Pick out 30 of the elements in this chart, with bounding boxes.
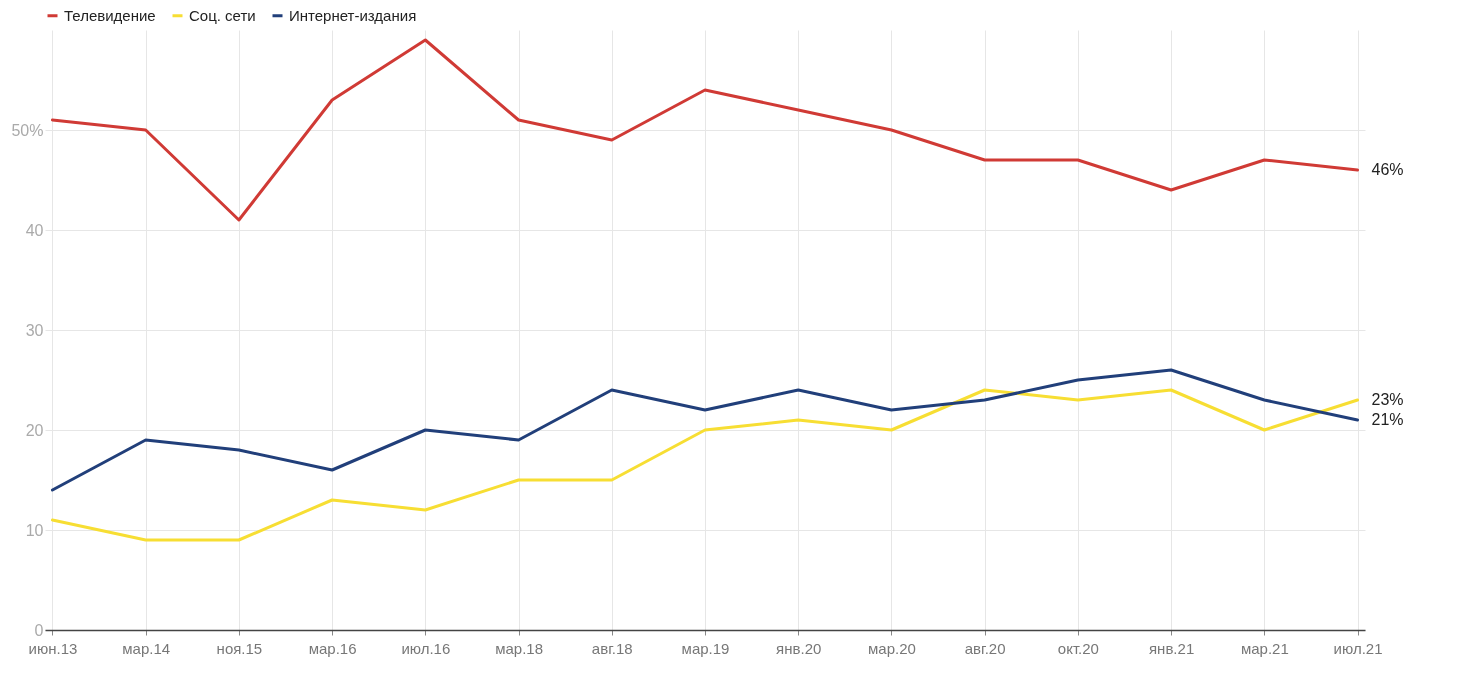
legend-label: Телевидение	[64, 6, 156, 24]
x-tick-label: янв.21	[1148, 639, 1195, 657]
y-tick-label: 40	[25, 221, 44, 239]
legend-label: Интернет-издания	[289, 6, 417, 24]
x-tick-label: мар.16	[308, 639, 357, 657]
data-label: 46%	[1371, 161, 1404, 178]
y-tick-label: 30	[25, 321, 44, 339]
line-series	[50, 38, 1360, 222]
x-tick-label: мар.19	[681, 639, 730, 657]
x-tick-label: окт.20	[1057, 639, 1099, 657]
legend-label: Соц. сети	[189, 6, 256, 24]
y-tick-label: 10	[25, 521, 44, 539]
y-tick-label: 0	[34, 621, 44, 639]
y-tick-label: 20	[25, 421, 44, 439]
y-tick-label: 50%	[11, 121, 44, 139]
x-tick-label: ноя.15	[216, 639, 263, 657]
x-tick-label: июн.13	[28, 639, 78, 657]
data-label: 23%	[1371, 391, 1404, 408]
x-tick-label: июл.21	[1333, 639, 1383, 657]
x-tick-label: мар.18	[495, 639, 543, 657]
data-label: 21%	[1371, 411, 1404, 428]
x-tick-label: авг.20	[964, 639, 1006, 657]
line-series	[50, 368, 1360, 492]
x-tick-label: мар.14	[122, 639, 171, 657]
x-tick-label: авг.18	[591, 639, 633, 657]
line-series	[50, 388, 1360, 542]
x-tick-label: июл.16	[401, 639, 451, 657]
x-tick-label: янв.20	[776, 639, 822, 657]
x-tick-label: мар.20	[868, 639, 916, 657]
x-tick-label: мар.21	[1240, 639, 1289, 657]
